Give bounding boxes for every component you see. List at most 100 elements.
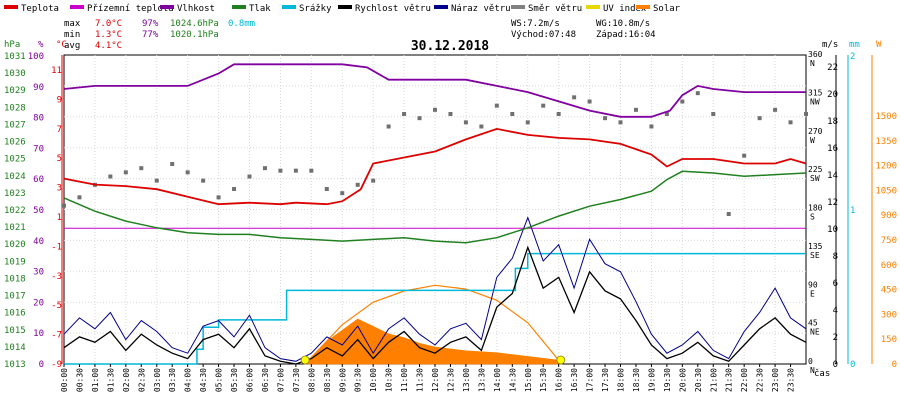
dir-tick-deg: 135	[808, 242, 823, 251]
stat-avg-label: avg	[64, 41, 80, 51]
x-tick-label: 19:30	[663, 368, 672, 392]
x-tick-label: 11:00	[400, 368, 409, 392]
x-tick-label: 09:30	[354, 368, 363, 392]
hpa-tick-label: 1024	[4, 172, 26, 182]
wind-direction-point	[201, 178, 206, 183]
hpa-tick-label: 1025	[4, 155, 26, 165]
wind-direction-point	[479, 124, 484, 129]
stat-wg: WG:10.8m/s	[596, 19, 650, 29]
x-tick-label: 17:00	[586, 368, 595, 392]
temp-tick-label: 11	[51, 66, 62, 76]
wind-direction-point	[680, 99, 685, 104]
wind-direction-point	[448, 112, 453, 116]
x-tick-label: 04:30	[199, 368, 208, 392]
wind-direction-point	[664, 112, 669, 116]
ms-tick-label: 10	[827, 225, 838, 235]
wind-direction-point	[324, 187, 329, 191]
hpa-tick-label: 1028	[4, 103, 26, 113]
x-tick-label: 13:30	[477, 368, 486, 392]
x-tick-label: 02:00	[122, 368, 131, 392]
x-tick-label: 15:30	[539, 368, 548, 392]
legend-swatch-9	[636, 5, 650, 9]
w-tick-label: 1350	[875, 137, 897, 147]
dir-tick-deg: 270	[808, 127, 823, 136]
stat-max-rain: 0.8mm	[228, 19, 255, 29]
temp-tick-label: 9	[57, 95, 62, 105]
wind-direction-point	[572, 95, 577, 100]
pct-tick-label: 60	[33, 175, 44, 185]
legend-swatch-7	[511, 5, 525, 9]
wind-direction-point	[62, 203, 66, 208]
stat-min-label: min	[64, 30, 80, 40]
stat-max-hum: 97%	[142, 19, 159, 29]
w-tick-label: 600	[881, 261, 897, 271]
x-tick-label: 01:30	[106, 368, 115, 392]
wind-direction-point	[232, 187, 237, 191]
legend-label-6: Náraz větru	[451, 4, 511, 14]
stat-sunrise: Východ:07:48	[511, 30, 576, 40]
x-tick-label: 22:00	[740, 368, 749, 392]
ms-tick-label: 0	[833, 360, 838, 370]
wind-direction-point	[556, 112, 561, 116]
hpa-tick-label: 1023	[4, 189, 26, 199]
legend-label-0: Teplota	[21, 4, 59, 14]
dir-tick-deg: 45	[808, 319, 818, 328]
sunrise-marker	[300, 355, 310, 365]
pct-tick-label: 40	[33, 237, 44, 247]
hpa-tick-label: 1019	[4, 257, 26, 267]
ms-axis-title: m/s	[822, 40, 838, 50]
x-tick-label: 08:30	[323, 368, 332, 392]
hpa-tick-label: 1015	[4, 326, 26, 336]
wind-direction-point	[386, 124, 391, 129]
x-tick-label: 09:00	[338, 368, 347, 392]
wind-direction-point	[293, 168, 298, 173]
stat-max-temp: 7.0°C	[95, 19, 122, 29]
stat-sunset: Západ:16:04	[596, 30, 656, 40]
pct-tick-label: 80	[33, 114, 44, 124]
w-axis-title: W	[876, 40, 882, 50]
temperature-line	[63, 127, 807, 206]
stat-avg-temp: 4.1°C	[95, 41, 122, 51]
legend-label-2: Vlhkost	[177, 4, 215, 14]
wind-direction-point	[123, 170, 128, 175]
wind-direction-point	[541, 103, 546, 108]
legend-swatch-3	[232, 5, 246, 9]
x-tick-label: 00:30	[75, 368, 84, 392]
w-tick-label: 150	[881, 335, 897, 345]
ms-tick-label: 16	[827, 144, 838, 154]
wind-direction-point	[185, 170, 190, 175]
pressure-line	[63, 170, 807, 244]
x-tick-label: 05:00	[215, 368, 224, 392]
plot-area	[62, 63, 808, 365]
wind-direction-point	[371, 178, 376, 183]
dir-tick-card: NE	[810, 328, 820, 337]
x-tick-label: 10:00	[369, 368, 378, 392]
x-tick-label: 01:00	[91, 368, 100, 392]
hpa-tick-label: 1022	[4, 206, 26, 216]
legend-swatch-4	[282, 5, 296, 9]
pct-axis-title: %	[38, 40, 44, 50]
wind-speed-line	[63, 245, 807, 365]
mm-axis-title: mm	[849, 40, 860, 50]
hpa-tick-label: 1016	[4, 309, 26, 319]
wind-direction-point	[633, 107, 638, 112]
pct-tick-label: 50	[33, 206, 44, 216]
hpa-tick-label: 1030	[4, 69, 26, 79]
legend-label-9: Solar	[653, 4, 681, 14]
dir-tick-deg: 90	[808, 280, 818, 289]
wind-direction-point	[603, 116, 608, 121]
temp-tick-label: 7	[57, 125, 62, 135]
hpa-tick-label: 1027	[4, 120, 26, 130]
wind-direction-point	[154, 178, 159, 183]
wind-direction-point	[618, 120, 623, 125]
pct-tick-label: 100	[28, 52, 44, 62]
x-tick-label: 13:00	[462, 368, 471, 392]
sunset-marker	[556, 355, 566, 365]
temp-tick-label: 5	[57, 154, 62, 164]
axes: 1031103010291028102710261025102410231022…	[4, 50, 897, 375]
x-tick-label: 19:00	[647, 368, 656, 392]
x-tick-label: 23:30	[787, 368, 796, 392]
grid	[63, 54, 807, 365]
hpa-tick-label: 1014	[4, 343, 26, 353]
x-tick-label: 03:00	[153, 368, 162, 392]
